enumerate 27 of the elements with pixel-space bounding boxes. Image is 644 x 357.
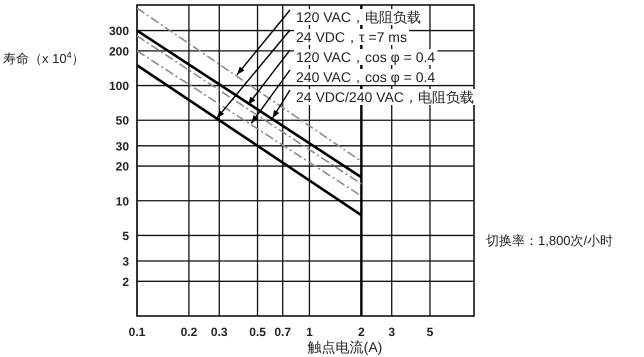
x-tick-label: 0.5	[249, 325, 266, 339]
x-axis-title: 触点电流(A)	[308, 339, 382, 355]
y-tick-label: 10	[116, 194, 130, 208]
annotation: 240 VAC，cos φ = 0.4	[296, 69, 436, 85]
x-tick-label: 0.1	[128, 325, 146, 339]
x-tick-label: 3	[388, 325, 396, 339]
y-tick-label: 30	[116, 139, 130, 154]
x-tick-label: 2	[358, 325, 366, 339]
annotation: 120 VAC，cos φ = 0.4	[296, 49, 436, 65]
y-axis-title: 寿命（x 10$^{4}$）	[3, 50, 85, 66]
y-tick-label: 200	[108, 44, 130, 58]
x-tick-label: 0.7	[274, 325, 292, 339]
y-tick-label: 3	[122, 254, 130, 269]
y-tick-label: 300	[108, 24, 130, 38]
annotation: 24 VDC，τ =7 ms	[296, 29, 407, 45]
text: 切换率：1,800次/小时	[486, 233, 614, 248]
y-tick-label: 2	[122, 274, 130, 289]
x-tick-label: 0.2	[180, 325, 198, 339]
y-tick-label: 20	[116, 160, 130, 174]
annotation: 120 VAC，电阻负载	[296, 9, 421, 25]
y-tick-label: 100	[108, 79, 130, 94]
x-tick-label: 1	[306, 325, 314, 339]
y-tick-label: 50	[116, 114, 130, 128]
y-tick-label: 5	[122, 228, 130, 243]
annotation: 24 VDC/240 VAC，电阻负载	[296, 89, 474, 105]
x-tick-label: 5	[426, 325, 434, 339]
x-tick-label: 0.3	[210, 325, 228, 339]
